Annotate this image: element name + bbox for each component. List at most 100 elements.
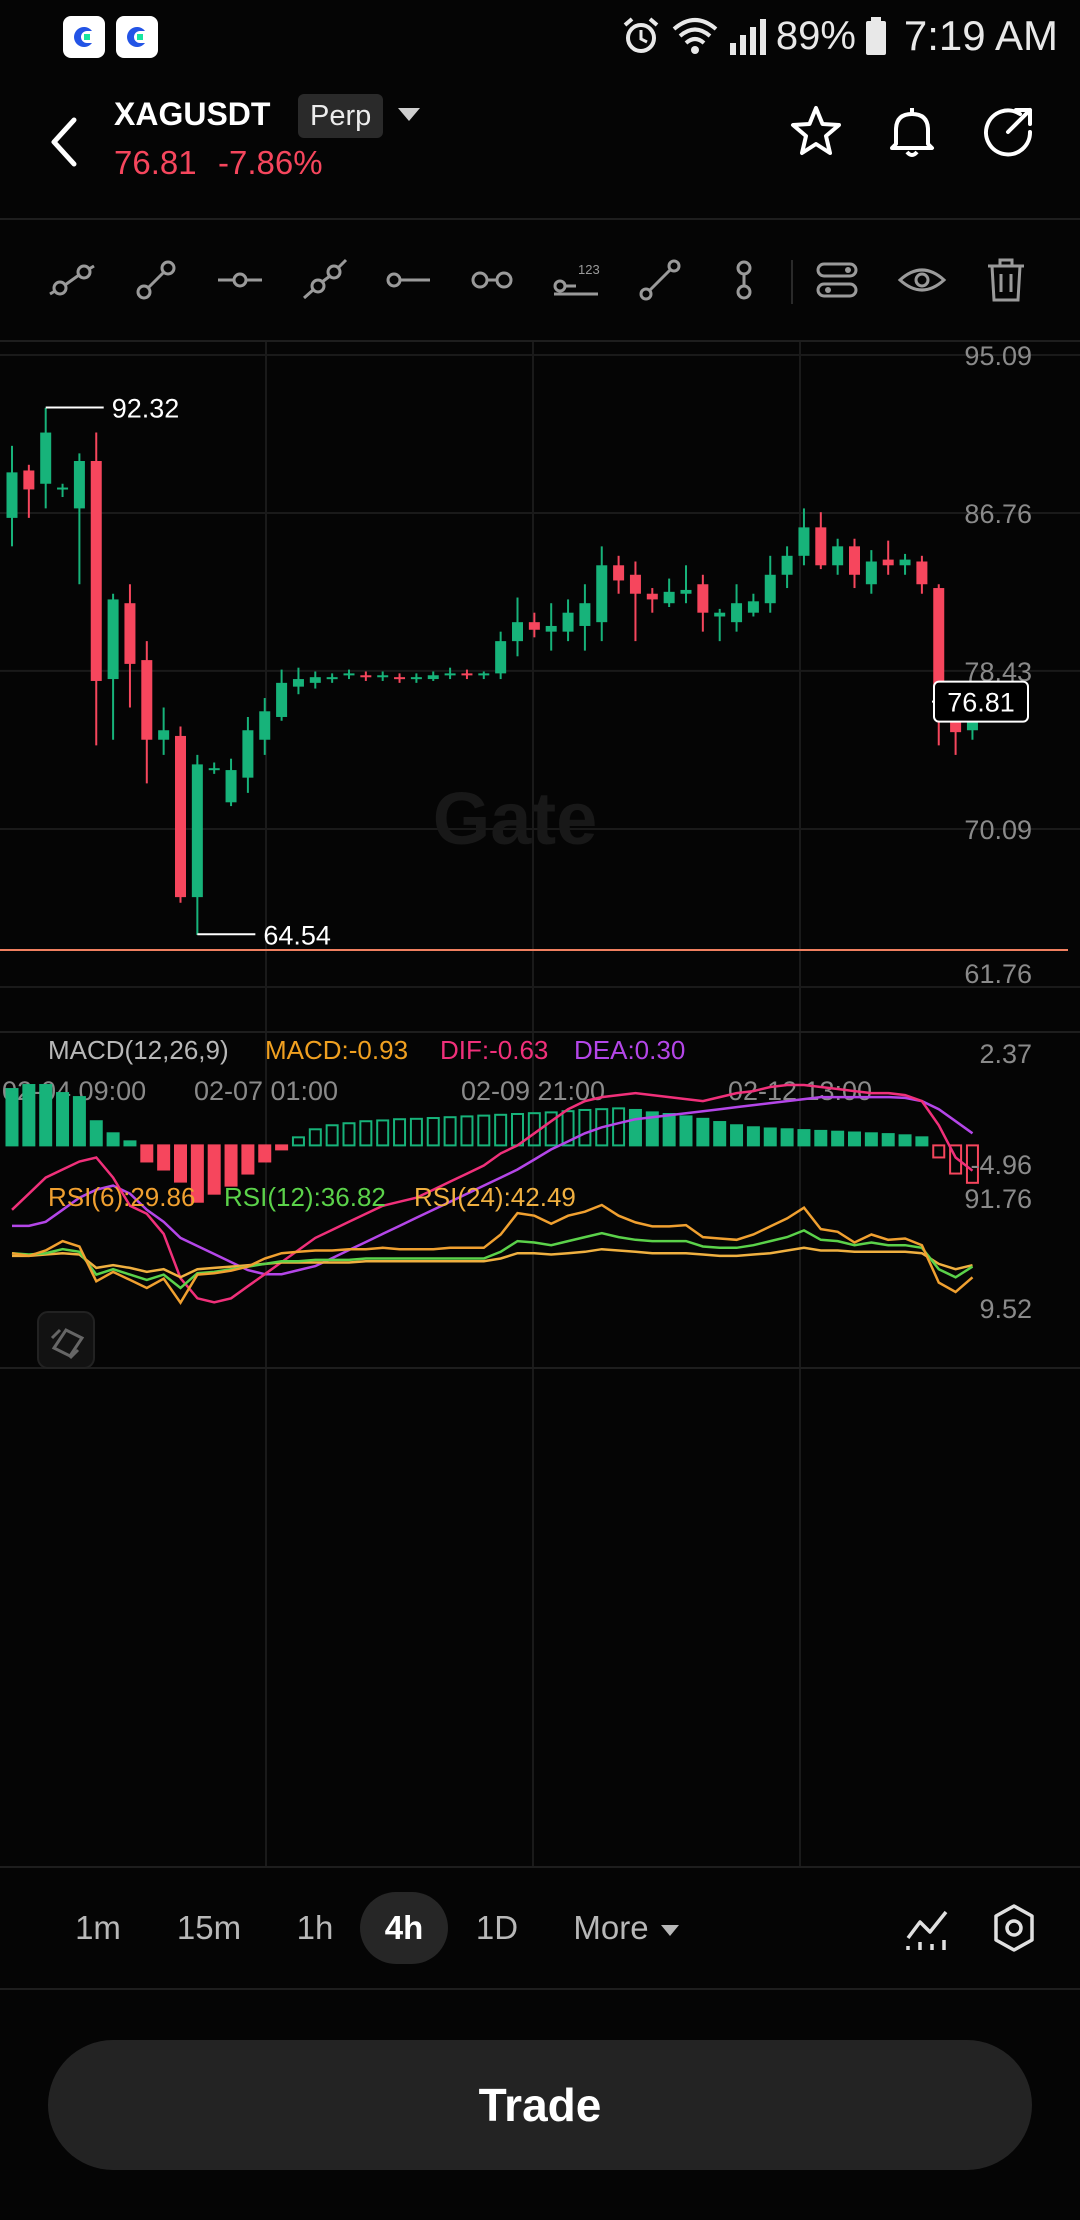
- rsi6-value: RSI(6):29.86: [48, 1182, 195, 1212]
- extended-line-icon[interactable]: [294, 250, 354, 310]
- star-icon[interactable]: [786, 102, 846, 162]
- svg-text:123: 123: [578, 262, 600, 277]
- symbol-title[interactable]: XAGUSDT: [114, 96, 271, 132]
- status-time: 7:19 AM: [903, 12, 1058, 59]
- macd-histogram-bar: [932, 1144, 946, 1159]
- macd-histogram-bar: [325, 1124, 339, 1147]
- contract-type-badge[interactable]: Perp: [298, 94, 384, 138]
- candle-body: [528, 622, 540, 630]
- ray-icon[interactable]: [126, 250, 186, 310]
- candle-body: [444, 673, 456, 676]
- macd-histogram-bar: [477, 1114, 491, 1147]
- price-change-percent: -7.86%: [218, 144, 323, 181]
- trade-button[interactable]: Trade: [48, 2040, 1032, 2170]
- candle-body: [916, 561, 928, 585]
- candle-body: [461, 673, 473, 676]
- wifi-icon: [672, 18, 718, 54]
- macd-histogram-bar: [494, 1113, 508, 1147]
- layers-icon[interactable]: [808, 250, 868, 310]
- macd-histogram-bar: [561, 1110, 575, 1147]
- macd-histogram-bar: [157, 1144, 171, 1171]
- price-tick-label: 70.09: [964, 815, 1032, 845]
- macd-histogram-bar: [628, 1108, 642, 1147]
- candle-body: [731, 603, 743, 623]
- candle-body: [629, 574, 641, 594]
- chevron-down-icon[interactable]: [398, 108, 420, 121]
- macd-histogram-bar: [308, 1128, 322, 1147]
- back-icon[interactable]: [44, 112, 84, 172]
- macd-histogram-bar: [123, 1140, 137, 1147]
- candle-body: [849, 546, 860, 575]
- candle-body: [90, 460, 102, 681]
- macd-histogram-bar: [763, 1127, 777, 1147]
- timeframe-1d[interactable]: 1D: [475, 1909, 519, 1946]
- horizontal-line-icon[interactable]: [210, 250, 270, 310]
- battery-percent: 89%: [775, 13, 856, 58]
- candle-body: [276, 682, 288, 717]
- segment-icon[interactable]: [630, 250, 690, 310]
- candle-body: [259, 711, 271, 740]
- chart-reset-button[interactable]: [37, 1311, 95, 1369]
- candle-body: [225, 770, 237, 803]
- candle-body: [764, 574, 776, 604]
- macd-histogram-bar: [241, 1144, 255, 1175]
- candle-body: [646, 593, 658, 600]
- parallel-channel-icon[interactable]: [462, 250, 522, 310]
- macd-histogram-bar: [696, 1117, 710, 1147]
- candle-body: [596, 565, 608, 623]
- candle-body: [309, 677, 321, 683]
- candle-body: [141, 660, 153, 740]
- candle-body: [579, 603, 591, 626]
- macd-histogram-bar: [359, 1120, 373, 1147]
- candle-body: [394, 677, 406, 680]
- trash-icon[interactable]: [976, 250, 1036, 310]
- vertical-line-icon[interactable]: [714, 250, 774, 310]
- timeframe-1h[interactable]: 1h: [296, 1909, 334, 1946]
- macd-histogram-bar: [898, 1134, 912, 1147]
- candle-body: [242, 730, 254, 778]
- macd-histogram-bar: [864, 1132, 878, 1147]
- indicators-icon[interactable]: [898, 1898, 958, 1958]
- candle-body: [495, 641, 507, 674]
- candle-body: [343, 673, 355, 676]
- candle-body: [158, 730, 170, 740]
- chart-settings-icon[interactable]: [984, 1898, 1044, 1958]
- more-timeframes-button[interactable]: More: [556, 1892, 696, 1964]
- timeframe-1m[interactable]: 1m: [75, 1909, 121, 1946]
- candle-body: [815, 527, 827, 566]
- timeframe-4h[interactable]: 4h: [360, 1892, 448, 1964]
- macd-histogram-bar: [612, 1107, 626, 1147]
- candle-body: [562, 612, 574, 632]
- macd-pane: MACD(12,26,9) MACD:-0.93 DIF:-0.63 DEA:0.30…: [5, 1035, 1032, 1304]
- candle-body: [107, 599, 119, 680]
- eye-icon[interactable]: [892, 250, 952, 310]
- macd-histogram-bar: [393, 1118, 407, 1147]
- more-label: More: [573, 1909, 649, 1946]
- high-marker-label: 92.32: [112, 394, 180, 424]
- macd-histogram-bar: [207, 1144, 221, 1195]
- candle-body: [175, 735, 186, 898]
- gate-watermark: Gate: [433, 777, 598, 860]
- rsi6-line: [11, 1203, 974, 1305]
- price-line-icon[interactable]: 123: [546, 250, 606, 310]
- macd-tick-label: -4.96: [970, 1150, 1032, 1180]
- bell-icon[interactable]: [882, 102, 942, 162]
- rsi24-value: RSI(24):42.49: [414, 1182, 576, 1212]
- timeframe-15m[interactable]: 15m: [176, 1909, 242, 1946]
- toolbar-divider: [0, 340, 1080, 342]
- macd-histogram-bar: [831, 1130, 845, 1147]
- drawing-toolbar: 123: [0, 222, 1080, 340]
- candle-body: [950, 716, 962, 733]
- rsi-pane: RSI(6):29.86 RSI(12):36.82 RSI(24):42.49 91…: [11, 1182, 1032, 1324]
- share-icon[interactable]: [978, 102, 1038, 162]
- dea-value: DEA:0.30: [574, 1035, 685, 1065]
- trend-line-icon[interactable]: [42, 250, 102, 310]
- candle-body: [613, 565, 625, 581]
- macd-histogram-bar: [342, 1122, 356, 1147]
- header-divider: [0, 218, 1080, 220]
- horizontal-ray-icon[interactable]: [378, 250, 438, 310]
- macd-histogram-bar: [140, 1144, 154, 1163]
- candle-body: [545, 625, 557, 632]
- macd-histogram-bar: [22, 1084, 36, 1147]
